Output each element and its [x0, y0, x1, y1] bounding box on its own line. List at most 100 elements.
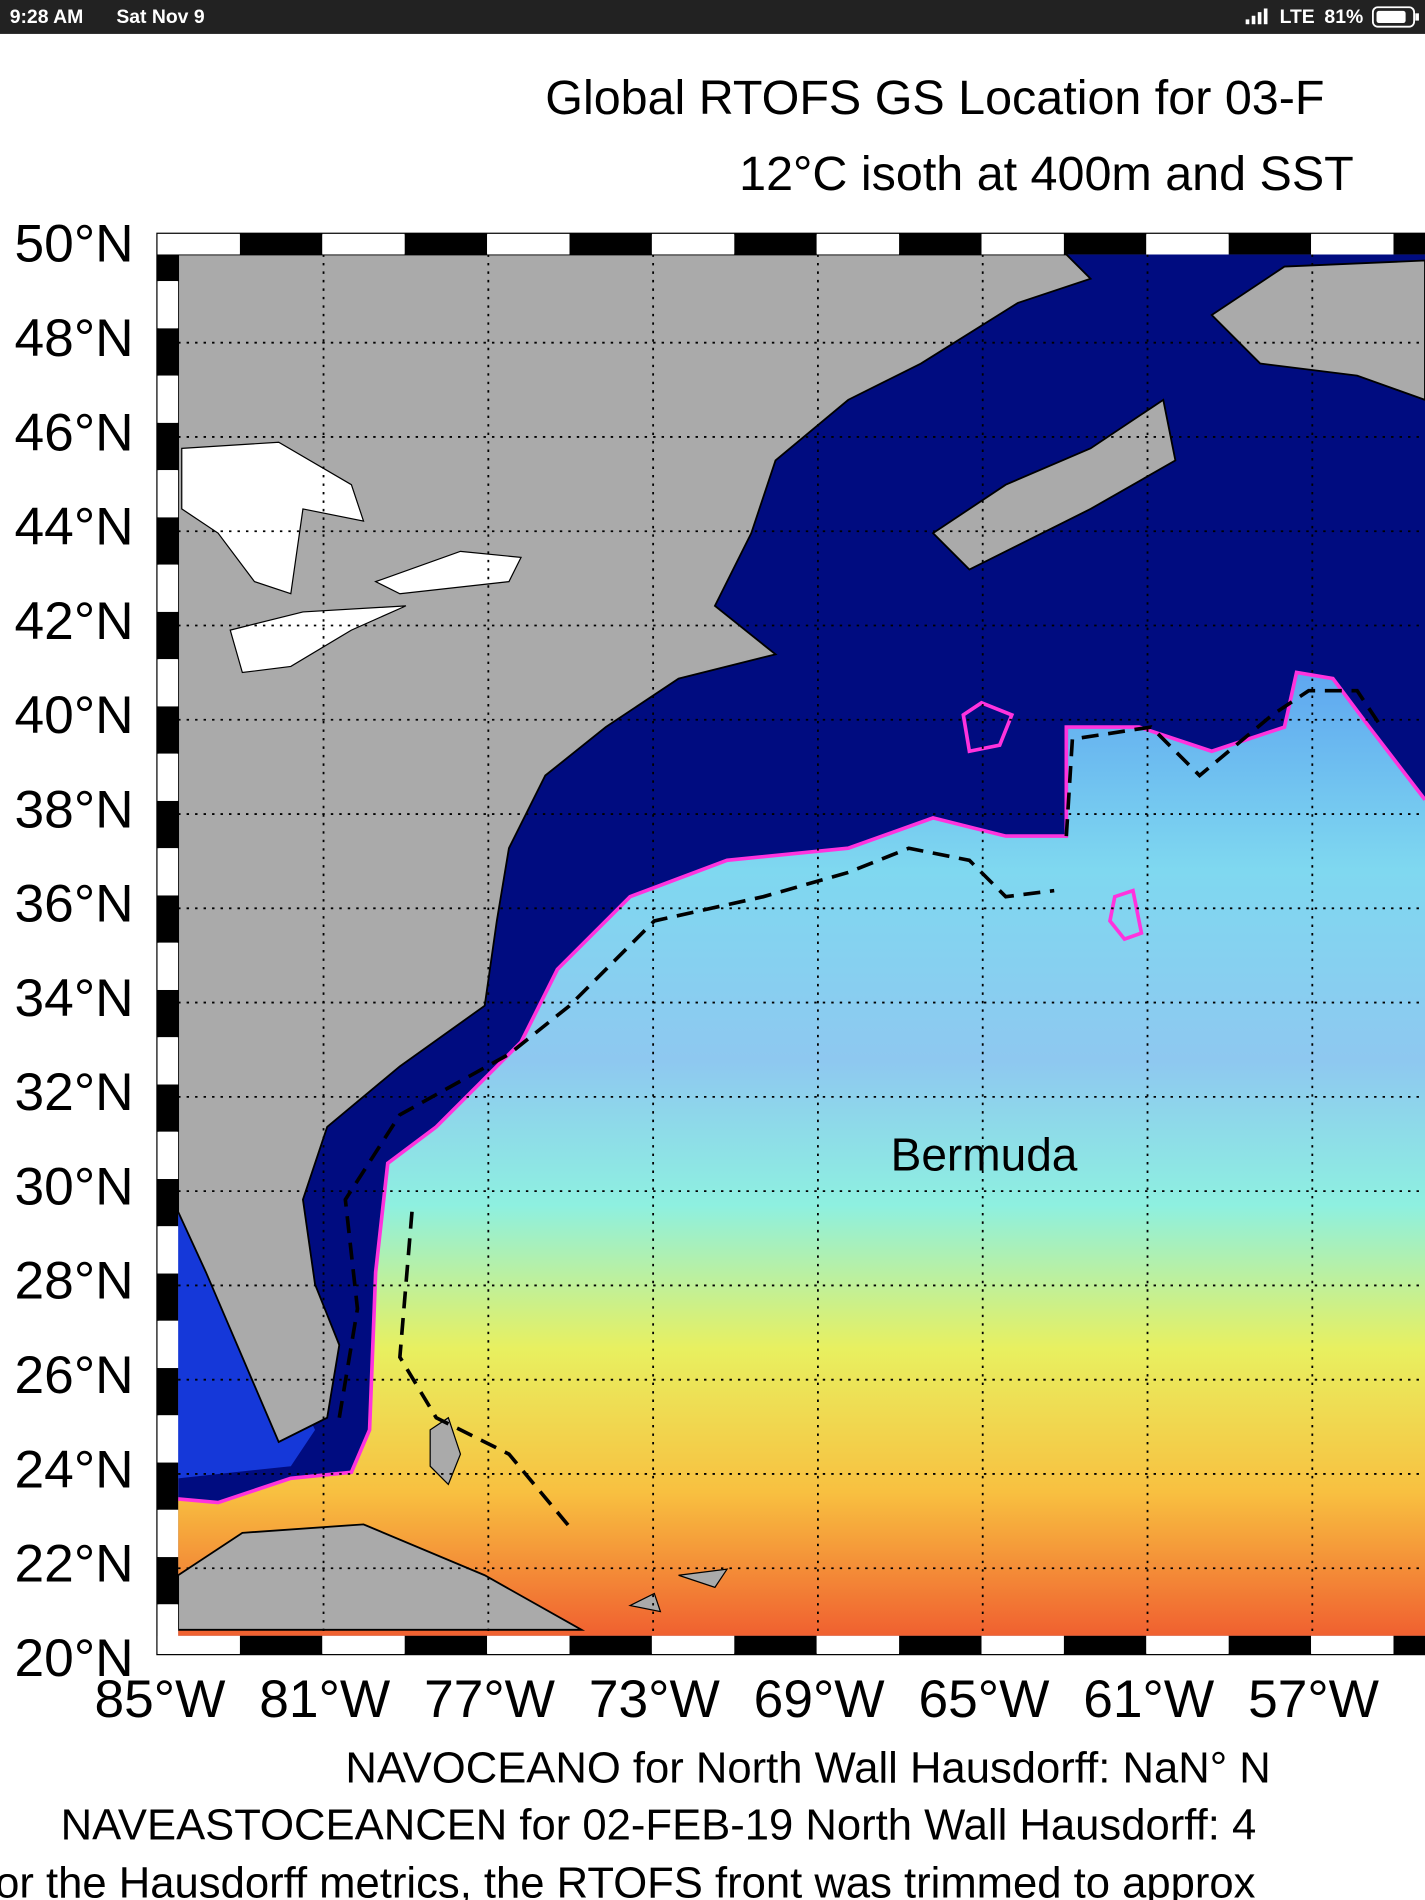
axis-labels: 50°N 48°N 46°N 44°N 42°N 40°N 38°N 36°N 34°N 32°N… — [15, 215, 1380, 1729]
frame-tick — [157, 1131, 179, 1180]
land — [1210, 259, 1425, 401]
status-bar — [0, 0, 1425, 34]
lat-label: 22°N — [15, 1535, 134, 1594]
frame-tick — [1228, 1635, 1312, 1655]
frame-tick — [487, 233, 570, 255]
front-line — [177, 670, 1425, 1505]
frame-tick — [1063, 233, 1147, 255]
footer-line: NAVOCEANO for North Wall Hausdorff: NaN°… — [345, 1744, 1270, 1792]
frame-tick — [1393, 1635, 1425, 1655]
frame-tick — [157, 1084, 179, 1132]
frame-tick — [157, 989, 179, 1038]
frame-tick — [1146, 233, 1229, 255]
frame-tick — [734, 233, 817, 255]
lon-label: 69°W — [754, 1670, 886, 1729]
frame-tick — [322, 233, 405, 255]
lat-label: 32°N — [15, 1063, 134, 1122]
status-time: 9:28 AM — [10, 6, 84, 28]
frame-tick — [322, 1635, 405, 1655]
frame-tick — [157, 328, 179, 376]
grid — [178, 254, 1425, 1636]
lake — [181, 441, 522, 674]
frame-tick — [981, 1635, 1064, 1655]
frame-tick — [157, 422, 179, 471]
frame-tick — [157, 564, 179, 612]
frame-tick — [899, 1635, 982, 1655]
lat-label: 30°N — [15, 1157, 134, 1216]
frame-tick — [569, 1635, 652, 1655]
lon-label: 85°W — [94, 1670, 226, 1729]
lat-label: 38°N — [15, 780, 134, 839]
frame-tick — [816, 233, 900, 255]
lat-label: 42°N — [15, 592, 134, 651]
land — [177, 253, 1093, 1444]
lon-label: 81°W — [259, 1670, 391, 1729]
lat-label: 48°N — [15, 309, 134, 368]
lat-label: 28°N — [15, 1252, 134, 1311]
frame-tick — [239, 1635, 323, 1655]
frame-tick — [157, 753, 179, 801]
frame-tick — [1311, 1635, 1394, 1655]
lat-label: 20°N — [15, 1629, 134, 1688]
eddy — [961, 700, 1144, 942]
frame-tick — [651, 1635, 735, 1655]
frame-tick — [157, 517, 179, 565]
frame-tick — [1146, 1635, 1229, 1655]
frame-tick — [157, 1462, 179, 1510]
lon-label: 77°W — [424, 1670, 556, 1729]
frame-tick — [899, 233, 982, 255]
frame-tick — [157, 706, 179, 754]
frame-tick — [157, 659, 179, 707]
status-date: Sat Nov 9 — [116, 6, 205, 28]
frame-tick — [157, 1509, 179, 1558]
frame-tick — [157, 848, 179, 896]
lat-label: 36°N — [15, 875, 134, 934]
frame-tick — [157, 1635, 240, 1655]
frame-tick — [157, 1415, 179, 1463]
frame-tick — [157, 1226, 179, 1274]
lat-label: 40°N — [15, 686, 134, 745]
lat-label: 44°N — [15, 498, 134, 557]
battery-icon — [1371, 6, 1419, 28]
frame-tick — [816, 1635, 900, 1655]
lat-label: 26°N — [15, 1346, 134, 1405]
frame-tick — [1393, 233, 1425, 255]
lon-label: 57°W — [1248, 1670, 1380, 1729]
dashed-front — [398, 1211, 571, 1528]
lon-label: 73°W — [589, 1670, 721, 1729]
lat-label: 46°N — [15, 403, 134, 462]
frame-tick — [1311, 233, 1394, 255]
frame-tick — [157, 470, 179, 518]
frame-tick — [734, 1635, 817, 1655]
frame-tick — [239, 233, 323, 255]
frame-tick — [404, 233, 488, 255]
frame-tick — [981, 233, 1064, 255]
frame-tick — [1063, 1635, 1147, 1655]
frame-tick — [157, 1037, 179, 1085]
frame-tick — [651, 233, 735, 255]
signal-icon — [1245, 8, 1268, 25]
status-network: LTE — [1280, 6, 1315, 28]
frame-tick — [157, 281, 179, 329]
frame-tick — [487, 1635, 570, 1655]
frame-tick — [157, 1557, 179, 1605]
frame-tick — [404, 1635, 488, 1655]
lat-label: 50°N — [15, 215, 134, 274]
frame-tick — [157, 1368, 179, 1416]
dashed-front — [337, 688, 1383, 1419]
lat-label: 24°N — [15, 1440, 134, 1499]
annotation: Bermuda — [891, 1129, 1078, 1181]
frame-tick — [157, 1179, 179, 1227]
land — [429, 1416, 729, 1613]
title-line: 12°C isoth at 400m and SST — [739, 147, 1354, 201]
frame-tick — [1228, 233, 1312, 255]
lat-label: 34°N — [15, 969, 134, 1028]
frame-tick — [157, 611, 179, 660]
frame-tick — [157, 233, 240, 255]
map — [177, 253, 1425, 1636]
lon-label: 65°W — [918, 1670, 1050, 1729]
frame-tick — [157, 1273, 179, 1321]
frame-tick — [157, 375, 179, 423]
lon-label: 61°W — [1083, 1670, 1215, 1729]
